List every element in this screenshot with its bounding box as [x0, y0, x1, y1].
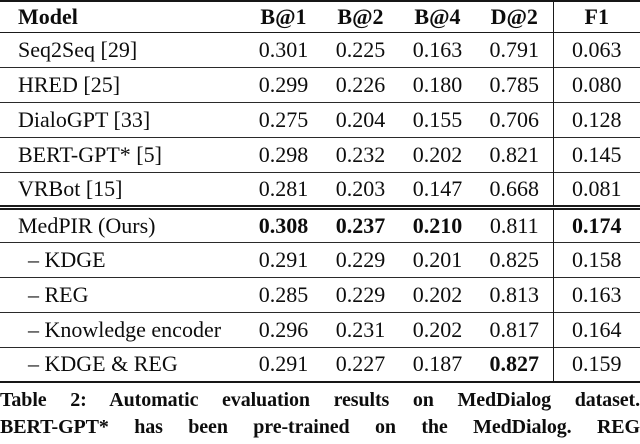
metric-cell: 0.291 [245, 346, 322, 382]
metric-cell: 0.163 [552, 276, 640, 312]
metric-cell: 0.299 [245, 66, 322, 102]
metric-cell: 0.296 [245, 311, 322, 347]
metric-cell: 0.159 [552, 346, 640, 382]
metric-cell: 0.817 [476, 311, 553, 347]
metric-cell: 0.063 [552, 32, 640, 67]
table-row-bertgpt: BERT-GPT* [5] 0.298 0.232 0.202 0.821 0.… [0, 136, 640, 172]
metric-cell: 0.163 [412, 36, 463, 62]
metric-cell: 0.147 [399, 171, 476, 207]
model-cell: – REG [0, 276, 245, 312]
table-row-vrbot: VRBot [15] 0.281 0.203 0.147 0.668 0.081 [0, 171, 640, 207]
metric-cell: 0.226 [322, 66, 399, 102]
metric-cell: 0.291 [245, 241, 322, 277]
caption-line-1: Table 2: Automatic evaluation results on… [0, 389, 640, 411]
model-cell: VRBot [15] [0, 171, 245, 207]
metric-cell: 0.081 [552, 171, 640, 207]
model-cell: Seq2Seq [29] [18, 36, 138, 62]
metric-cell: 0.080 [552, 66, 640, 102]
column-header-b1: B@1 [245, 1, 322, 33]
metric-cell: 0.706 [476, 101, 553, 137]
metric-cell: 0.155 [399, 101, 476, 137]
metric-cell: 0.187 [399, 346, 476, 382]
metric-cell: 0.210 [399, 204, 476, 242]
metric-cell: 0.298 [245, 136, 322, 172]
header-row: Model B@1 B@2 B@4 D@2 F1 [0, 1, 640, 33]
column-header-model: Model [0, 1, 245, 33]
table-row-ablation-kdge-reg: – KDGE & REG 0.291 0.227 0.187 0.827 0.1… [0, 346, 640, 382]
model-cell: – KDGE [0, 241, 245, 277]
column-header-d2: D@2 [476, 1, 553, 33]
metric-cell: 0.308 [245, 204, 322, 242]
model-cell: HRED [25] [0, 66, 245, 102]
table-caption: Table 2: Automatic evaluation results on… [0, 387, 640, 441]
metric-cell: 0.128 [552, 101, 640, 137]
model-cell: BERT-GPT* [5] [0, 136, 245, 172]
metric-cell: 0.281 [245, 171, 322, 207]
caption-line-2: BERT-GPT* has been pre-trained on the Me… [0, 416, 640, 438]
metric-cell: 0.145 [552, 136, 640, 172]
metric-cell: 0.301 [258, 36, 309, 62]
model-cell: MedPIR (Ours) [0, 204, 245, 242]
metric-cell: 0.158 [552, 241, 640, 277]
metric-cell: 0.825 [476, 241, 553, 277]
table-row-seq2seq: Seq2Seq [29] 0.301 0.225 0.163 0.791 0.0… [0, 32, 640, 67]
metric-cell: 0.231 [322, 311, 399, 347]
metric-cell: 0.237 [322, 204, 399, 242]
column-header-b2: B@2 [322, 1, 399, 33]
metric-cell: 0.202 [399, 311, 476, 347]
metric-cell: 0.791 [489, 36, 540, 62]
results-table: Model B@1 B@2 B@4 D@2 F1 Seq2Seq [29] 0.… [0, 0, 640, 383]
metric-cell: 0.285 [245, 276, 322, 312]
model-cell: – KDGE & REG [0, 346, 245, 382]
model-cell: DialoGPT [33] [0, 101, 245, 137]
metric-cell: 0.813 [476, 276, 553, 312]
model-cell: – Knowledge encoder [0, 311, 245, 347]
metric-cell: 0.229 [322, 276, 399, 312]
metric-cell: 0.174 [552, 204, 640, 242]
table-row-dialogpt: DialoGPT [33] 0.275 0.204 0.155 0.706 0.… [0, 101, 640, 137]
column-header-f1: F1 [552, 1, 640, 33]
metric-cell: 0.785 [476, 66, 553, 102]
metric-cell: 0.164 [552, 311, 640, 347]
metric-cell: 0.227 [322, 346, 399, 382]
metric-cell: 0.201 [399, 241, 476, 277]
metric-cell: 0.827 [476, 346, 553, 382]
metric-cell: 0.821 [476, 136, 553, 172]
table-row-ablation-knowledge-encoder: – Knowledge encoder 0.296 0.231 0.202 0.… [0, 311, 640, 347]
table-row-ablation-reg: – REG 0.285 0.229 0.202 0.813 0.163 [0, 276, 640, 312]
metric-cell: 0.811 [476, 204, 553, 242]
table-row-medpir: MedPIR (Ours) 0.308 0.237 0.210 0.811 0.… [0, 204, 640, 242]
metric-cell: 0.204 [322, 101, 399, 137]
metric-cell: 0.202 [399, 136, 476, 172]
metric-cell: 0.180 [399, 66, 476, 102]
table-row-hred: HRED [25] 0.299 0.226 0.180 0.785 0.080 [0, 66, 640, 102]
metric-cell: 0.275 [245, 101, 322, 137]
metric-cell: 0.668 [476, 171, 553, 207]
metric-cell: 0.229 [322, 241, 399, 277]
metric-cell: 0.203 [322, 171, 399, 207]
table-row-ablation-kdge: – KDGE 0.291 0.229 0.201 0.825 0.158 [0, 241, 640, 277]
metric-cell: 0.232 [322, 136, 399, 172]
column-header-b4: B@4 [399, 1, 476, 33]
metric-cell: 0.202 [399, 276, 476, 312]
metric-cell: 0.225 [335, 36, 386, 62]
